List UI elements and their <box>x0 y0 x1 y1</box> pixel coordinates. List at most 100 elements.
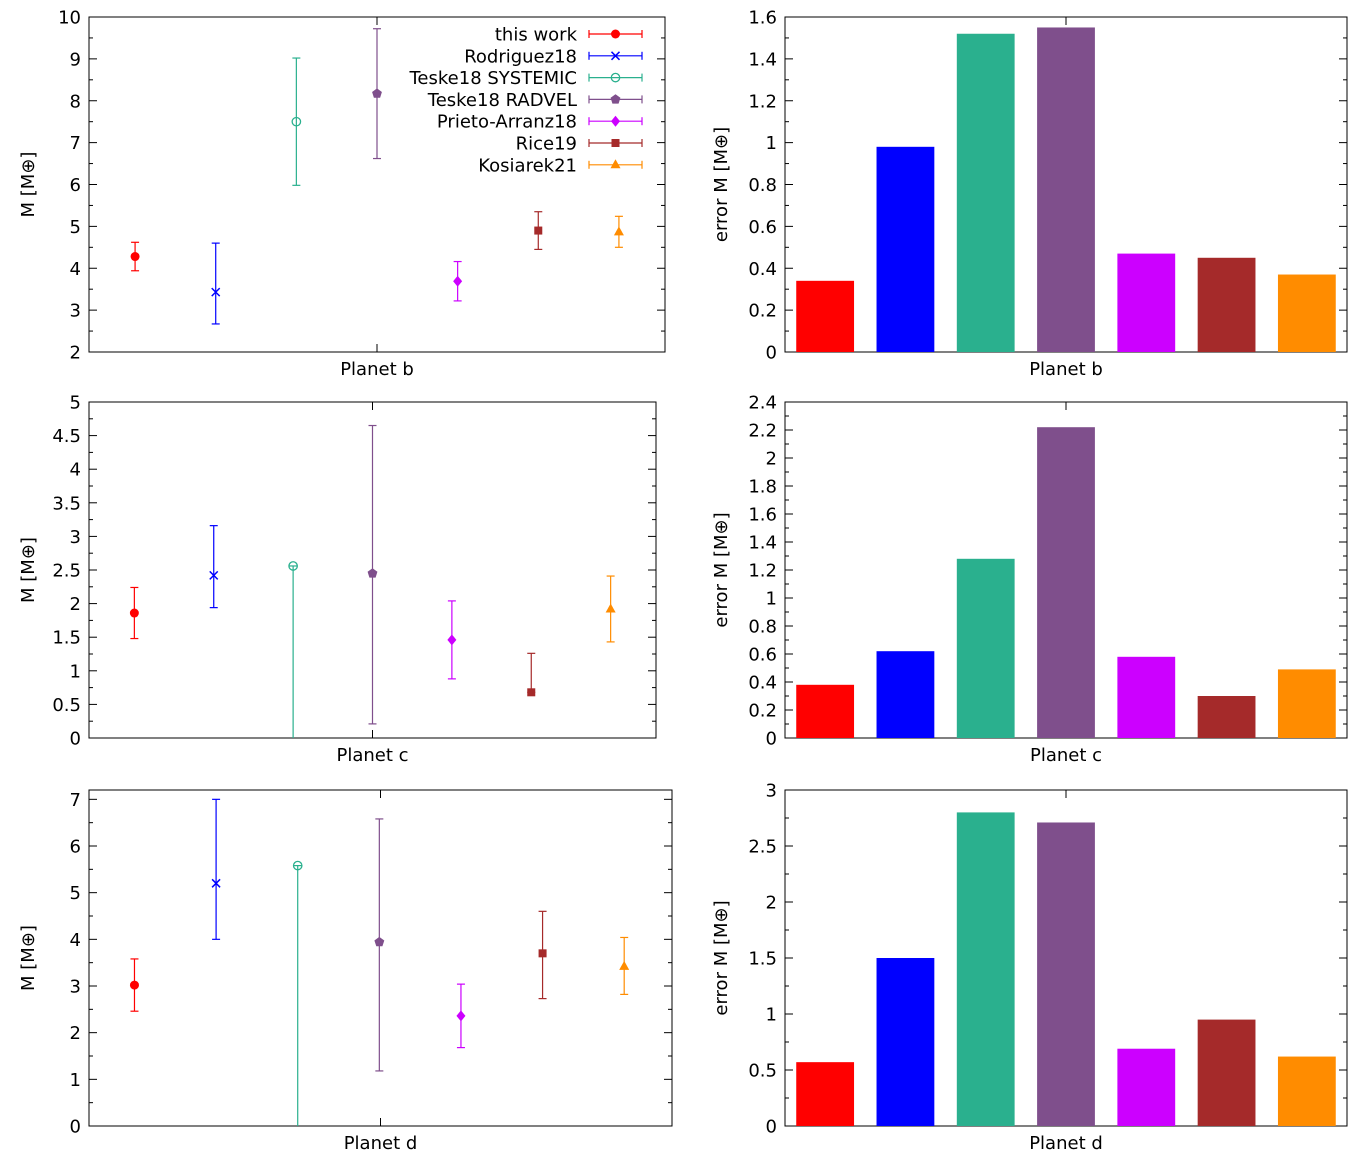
error-c-ytick-label: 0.2 <box>748 701 777 722</box>
mass-b-ytick-label: 2 <box>70 343 81 364</box>
bar-error-c-rice19 <box>1197 696 1256 738</box>
error-c-ylabel: error M [M⊕] <box>711 512 732 627</box>
mass-b-ytick-label: 9 <box>70 49 81 70</box>
panel-error-b: 0 0.2 0.4 0.6 0.8 1 1.2 1.4 1.6 Planet b error M [… <box>711 8 1348 380</box>
bar-error-d-rodriguez18 <box>876 958 935 1126</box>
error-d-ytick-label: 2 <box>766 893 777 914</box>
legend-rodriguez18-marker <box>610 51 621 61</box>
mass-c-ytick-label: 4.5 <box>52 426 81 447</box>
mass-d-ytick-label: 6 <box>70 837 81 858</box>
mass-c-ytick-label: 5 <box>70 393 81 414</box>
panel-mass-b: 2 3 4 5 6 7 8 9 10 Planet b M [M⊕] this workRodrigu… <box>18 8 666 380</box>
point-mass-d-teske18-systemic-marker <box>292 860 303 871</box>
legend-label-teske18-systemic: Teske18 SYSTEMIC <box>409 68 578 89</box>
error-c-ytick-label: 0.8 <box>748 617 777 638</box>
mass-b-ylabel: M [M⊕] <box>18 152 39 218</box>
point-mass-c-this-work-marker <box>129 608 139 618</box>
bar-error-d-rice19 <box>1197 1019 1256 1126</box>
error-c-ytick-label: 1 <box>766 589 777 610</box>
error-c-ytick-label: 1.8 <box>748 477 777 498</box>
mass-d-ytick-label: 2 <box>70 1023 81 1044</box>
mass-b-ytick-label: 3 <box>70 301 81 322</box>
error-c-ytick-label: 0.4 <box>748 673 777 694</box>
mass-c-ylabel: M [M⊕] <box>18 537 39 603</box>
mass-c-ytick-label: 0.5 <box>52 695 81 716</box>
error-b-ytick-label: 0 <box>766 343 777 364</box>
legend-label-this-work: this work <box>495 25 578 46</box>
mass-b-ytick-label: 10 <box>58 8 81 29</box>
legend-label-prieto-arranz18: Prieto-Arranz18 <box>437 112 577 133</box>
panel-error-c: 0 0.2 0.4 0.6 0.8 1 1.2 1.4 1.6 1.8 2 2.2 2.4 Planet … <box>711 393 1348 766</box>
bar-error-b-this-work <box>796 280 855 352</box>
mass-c-ytick-label: 3 <box>70 527 81 548</box>
error-d-ytick-label: 1.5 <box>748 949 777 970</box>
legend-label-rodriguez18: Rodriguez18 <box>464 46 577 67</box>
error-d-ytick-label: 0.5 <box>748 1061 777 1082</box>
panel-error-d: 0 0.5 1 1.5 2 2.5 3 Planet d error M [M⊕] <box>711 781 1348 1154</box>
bar-error-b-prieto-arranz18 <box>1117 253 1176 352</box>
bar-error-d-kosiarek21 <box>1277 1056 1336 1126</box>
bar-error-d-teske18-systemic <box>956 812 1015 1126</box>
mass-b-ytick-label: 5 <box>70 217 81 238</box>
mass-c-ytick-label: 2 <box>70 594 81 615</box>
error-b-ytick-label: 0.2 <box>748 301 777 322</box>
legend-prieto-arranz18-marker <box>611 115 620 127</box>
bar-error-d-this-work <box>796 1062 855 1126</box>
mass-d-ytick-label: 7 <box>70 790 81 811</box>
panel-mass-c: 0 0.5 1 1.5 2 2.5 3 3.5 4 4.5 5 Planet c M [M⊕] <box>18 393 657 766</box>
mass-c-ytick-label: 2.5 <box>52 561 81 582</box>
bar-error-c-teske18-radvel <box>1037 427 1095 738</box>
point-mass-b-teske18-systemic-marker <box>291 116 302 127</box>
mass-c-ytick-label: 4 <box>70 460 81 481</box>
mass-d-ylabel: M [M⊕] <box>18 925 39 991</box>
bar-error-d-prieto-arranz18 <box>1117 1048 1176 1126</box>
mass-c-ytick-label: 0 <box>70 729 81 750</box>
error-c-ytick-label: 1.4 <box>748 533 777 554</box>
error-c-ytick-label: 0 <box>766 729 777 750</box>
error-b-ytick-label: 1 <box>766 133 777 154</box>
error-d-ytick-label: 0 <box>766 1117 777 1138</box>
mass-d-ytick-label: 1 <box>70 1070 81 1091</box>
legend-label-rice19: Rice19 <box>516 134 577 155</box>
error-c-ytick-label: 2.4 <box>748 393 777 414</box>
mass-c-ytick-label: 3.5 <box>52 493 81 514</box>
point-mass-b-teske18-radvel-marker <box>372 88 382 98</box>
error-c-xlabel: Planet c <box>1030 745 1102 766</box>
legend-kosiarek21-marker <box>610 159 621 169</box>
legend-teske18-systemic-marker <box>610 72 621 83</box>
point-mass-b-prieto-arranz18-marker <box>453 275 463 287</box>
bar-error-c-prieto-arranz18 <box>1117 656 1176 738</box>
legend-label-kosiarek21: Kosiarek21 <box>478 155 577 176</box>
mass-d-frame <box>88 789 673 1127</box>
error-c-ytick-label: 1.6 <box>748 505 777 526</box>
error-c-ytick-label: 2 <box>766 449 777 470</box>
point-mass-d-rice19-marker <box>538 949 547 958</box>
error-c-ytick-label: 1.2 <box>748 561 777 582</box>
error-d-ytick-label: 2.5 <box>748 837 777 858</box>
legend-rice19-marker <box>611 139 620 147</box>
point-mass-b-this-work-marker <box>130 252 140 262</box>
point-mass-b-kosiarek21-marker <box>613 226 624 236</box>
error-b-ytick-label: 0.6 <box>748 217 777 238</box>
bar-error-c-kosiarek21 <box>1277 669 1336 738</box>
error-b-ytick-label: 1.6 <box>748 8 777 29</box>
point-mass-c-teske18-radvel-marker <box>367 568 378 578</box>
error-b-ylabel: error M [M⊕] <box>711 127 732 242</box>
point-mass-c-prieto-arranz18-marker <box>447 634 457 646</box>
error-d-ytick-label: 3 <box>766 781 777 802</box>
mass-d-ytick-label: 0 <box>70 1117 81 1138</box>
error-b-ytick-label: 0.8 <box>748 175 777 196</box>
bar-error-b-teske18-systemic <box>956 33 1015 352</box>
panel-mass-d: 0 1 2 3 4 5 6 7 Planet d M [M⊕] <box>18 789 673 1154</box>
point-mass-b-rodriguez18-marker <box>211 287 221 297</box>
legend-label-teske18-radvel: Teske18 RADVEL <box>427 90 577 111</box>
mass-c-ytick-label: 1.5 <box>52 628 81 649</box>
point-mass-c-teske18-systemic-marker <box>288 561 298 571</box>
bar-error-b-rodriguez18 <box>876 146 935 352</box>
error-c-ytick-label: 2.2 <box>748 421 777 442</box>
mass-b-ytick-label: 4 <box>70 259 81 280</box>
bar-error-b-rice19 <box>1197 257 1256 352</box>
mass-d-ytick-label: 3 <box>70 977 81 998</box>
error-b-ytick-label: 1.4 <box>748 49 777 70</box>
